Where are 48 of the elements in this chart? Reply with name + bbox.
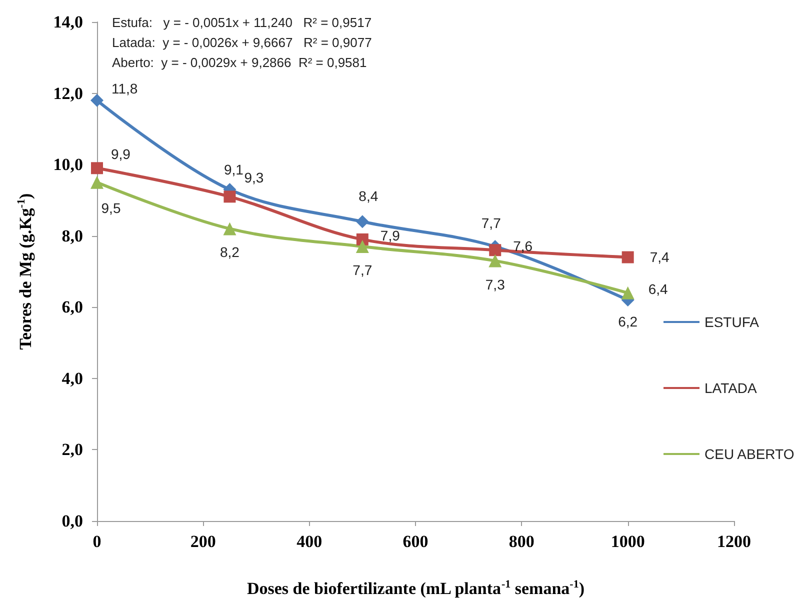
data-label: 7,9	[380, 227, 400, 244]
x-tick-label: 200	[190, 532, 216, 551]
data-label: 6,4	[648, 280, 668, 297]
data-label: 11,8	[112, 80, 138, 96]
data-label: 7,6	[513, 238, 533, 254]
legend-label: ESTUFA	[704, 314, 760, 330]
y-tick-label: 14,0	[53, 12, 83, 32]
data-label: 9,5	[101, 200, 121, 216]
annotation: Aberto: y = - 0,0029x + 9,2866 R² = 0,9581	[112, 55, 367, 70]
y-tick-label: 12,0	[53, 84, 83, 103]
data-label: 6,2	[618, 314, 638, 330]
data-label: 7,4	[650, 249, 670, 266]
data-label: 7,7	[481, 215, 502, 232]
annotation: Latada: y = - 0,0026x + 9,6667 R² = 0,9077	[112, 35, 372, 50]
y-axis-title: Teores de Mg (g.Kg-1)	[16, 193, 35, 350]
point	[90, 176, 104, 189]
data-label: 8,2	[220, 244, 240, 260]
point	[488, 254, 502, 268]
x-tick-label: 600	[402, 532, 428, 551]
data-label: 7,7	[352, 262, 372, 278]
y-tick-label: 8,0	[62, 226, 83, 246]
point	[91, 162, 103, 174]
data-label: 7,3	[485, 276, 506, 292]
x-tick-label: 800	[508, 532, 534, 551]
y-tick-label: 6,0	[62, 298, 83, 317]
data-label: 9,1	[224, 162, 244, 178]
legend-label: CEU ABERTO	[704, 446, 794, 462]
point	[356, 240, 369, 254]
point	[223, 222, 236, 236]
data-label: 9,3	[244, 170, 264, 186]
y-tick-label: 0,0	[62, 512, 83, 530]
point	[224, 190, 236, 203]
x-tick-label: 0	[92, 532, 102, 551]
y-tick-label: 10,0	[53, 155, 83, 174]
point	[90, 94, 104, 107]
y-tick-label: 4,0	[62, 368, 83, 388]
x-tick-label: 1000	[610, 532, 645, 551]
x-tick-label: 400	[296, 532, 322, 551]
legend-label: LATADA	[704, 380, 758, 396]
point	[621, 286, 634, 300]
data-label: 9,9	[111, 146, 131, 162]
data-label: 8,4	[358, 188, 378, 204]
point	[622, 251, 634, 264]
annotation: Estufa: y = - 0,0051x + 11,240 R² = 0,9517	[112, 15, 372, 30]
point	[356, 215, 369, 228]
y-tick-label: 2,0	[62, 440, 83, 460]
x-tick-label: 1200	[717, 532, 751, 551]
point	[489, 244, 502, 256]
